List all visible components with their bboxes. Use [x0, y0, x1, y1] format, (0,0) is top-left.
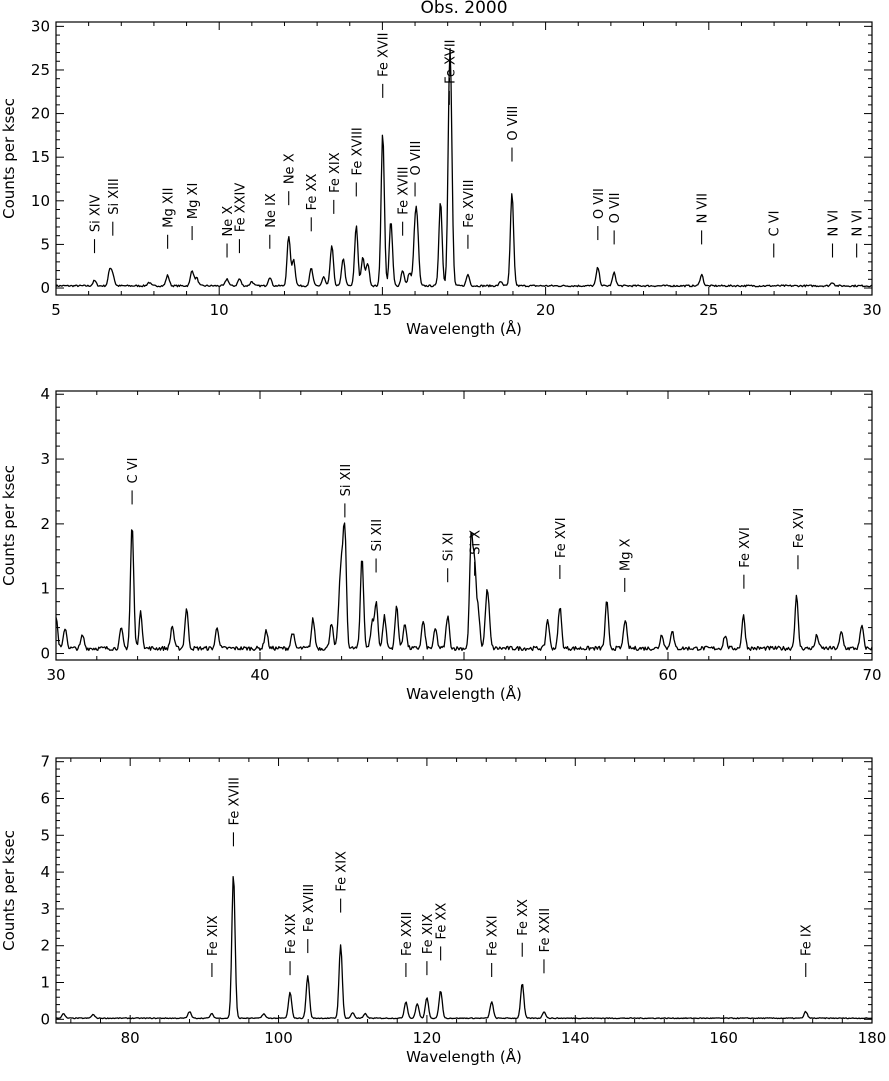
line-label: Si XII	[339, 464, 354, 497]
plot-frame	[55, 757, 873, 1024]
line-label: Si X	[469, 530, 484, 555]
x-tick-label: 140	[561, 1029, 590, 1047]
x-tick-label: 30	[862, 301, 881, 319]
x-axis-label: Wavelength (Å)	[406, 684, 522, 703]
y-tick-label: 3	[40, 450, 50, 468]
y-tick-label: 15	[31, 148, 50, 166]
y-tick-label: 30	[31, 17, 50, 35]
x-tick-label: 80	[121, 1029, 140, 1047]
x-tick-label: 120	[413, 1029, 442, 1047]
line-label: Fe XVII	[377, 33, 392, 77]
line-label: Si XIV	[89, 194, 104, 232]
line-label: Fe XVI	[792, 508, 807, 549]
line-label: Fe XIX	[284, 914, 299, 955]
x-tick-label: 160	[709, 1029, 738, 1047]
x-tick-label: 15	[373, 301, 392, 319]
y-tick-label: 20	[31, 105, 50, 123]
line-label: Si XII	[370, 519, 385, 552]
line-label: Mg XII	[162, 188, 177, 228]
line-label: O VIII	[409, 141, 424, 176]
line-label: O VIII	[506, 106, 521, 141]
x-tick-label: 10	[210, 301, 229, 319]
spectrum-line	[55, 876, 873, 1020]
line-label: C VI	[768, 211, 783, 237]
line-label: Mg XI	[186, 183, 201, 219]
panel-3: 80 100 120 140 160 180 0 1 2 3 4 5 6 7 Wavelength (Å) C…	[0, 753, 886, 1066]
y-axis-label: Counts per ksec	[0, 830, 18, 951]
line-label: Fe XVI	[554, 517, 569, 558]
x-tick-label: 40	[250, 666, 269, 684]
line-label: Fe XXII	[538, 908, 553, 952]
x-tick-label: 25	[699, 301, 718, 319]
line-label: Fe XIX	[206, 915, 221, 956]
x-tick-label: 5	[51, 301, 61, 319]
y-tick-label: 6	[40, 789, 50, 807]
y-tick-label: 0	[40, 1010, 50, 1028]
line-label: Fe IX	[800, 924, 815, 956]
line-label: Ne X	[221, 206, 236, 237]
line-label: Fe XVIII	[397, 166, 412, 214]
line-label: Fe XIX	[421, 914, 436, 955]
x-tick-label: 180	[858, 1029, 887, 1047]
line-label: N VI	[827, 210, 842, 237]
y-axis-label: Counts per ksec	[0, 98, 18, 219]
spectrum-line	[55, 522, 873, 652]
line-label: Si XI	[442, 532, 457, 561]
line-label: Fe XXIV	[233, 183, 248, 233]
y-axis-label: Counts per ksec	[0, 465, 18, 586]
spectrum-line	[55, 47, 873, 288]
y-tick-label: 4	[40, 863, 50, 881]
line-label: O VII	[608, 192, 623, 223]
y-tick-label: 4	[40, 385, 50, 403]
y-tick-label: 1	[40, 580, 50, 598]
x-tick-label: 50	[454, 666, 473, 684]
line-label: N VII	[696, 193, 711, 223]
line-label: Mg X	[619, 538, 634, 571]
line-label: Fe XVI	[738, 527, 753, 568]
y-tick-label: 5	[40, 826, 50, 844]
y-tick-label: 3	[40, 900, 50, 918]
line-label: Fe XXII	[400, 912, 415, 956]
plot-frame	[55, 390, 873, 661]
y-tick-label: 10	[31, 192, 50, 210]
x-tick-label: 100	[264, 1029, 293, 1047]
line-label: Fe XX	[435, 903, 450, 940]
line-label: Fe XVII	[443, 39, 458, 83]
x-tick-label: 70	[862, 666, 881, 684]
y-tick-label: 2	[40, 515, 50, 533]
y-tick-label: 0	[40, 279, 50, 297]
line-label: N VI	[851, 210, 866, 237]
x-axis-label: Wavelength (Å)	[406, 319, 522, 338]
y-tick-label: 0	[40, 645, 50, 663]
line-label: Fe XVIII	[302, 884, 317, 932]
line-label: Fe XVIII	[350, 127, 365, 175]
line-label: Ne X	[283, 153, 298, 184]
y-tick-label: 2	[40, 937, 50, 955]
y-tick-label: 1	[40, 974, 50, 992]
x-tick-label: 20	[536, 301, 555, 319]
line-label: O VII	[592, 188, 607, 219]
plot-frame	[55, 21, 873, 296]
panel-2: 30 40 50 60 70 0 1 2 3 4 Wavelength (Å) Counts per …	[0, 385, 882, 703]
line-label: C VI	[126, 457, 141, 483]
x-axis-label: Wavelength (Å)	[406, 1047, 522, 1066]
line-label: Fe XX	[516, 899, 531, 936]
line-label: Fe XVIII	[462, 180, 477, 228]
line-label: Fe XIX	[335, 851, 350, 892]
x-tick-label: 60	[658, 666, 677, 684]
line-label: Fe XIX	[328, 152, 343, 193]
line-label: Fe XX	[305, 174, 320, 211]
line-label: Ne IX	[264, 193, 279, 228]
line-label: Fe XVIII	[227, 777, 242, 825]
y-tick-label: 25	[31, 61, 50, 79]
x-tick-label: 30	[46, 666, 65, 684]
line-label: Si XIII	[107, 178, 122, 214]
y-tick-label: 5	[40, 235, 50, 253]
line-label: Fe XXI	[486, 915, 501, 956]
figure-title: Obs. 2000	[420, 0, 507, 18]
y-tick-label: 7	[40, 753, 50, 771]
